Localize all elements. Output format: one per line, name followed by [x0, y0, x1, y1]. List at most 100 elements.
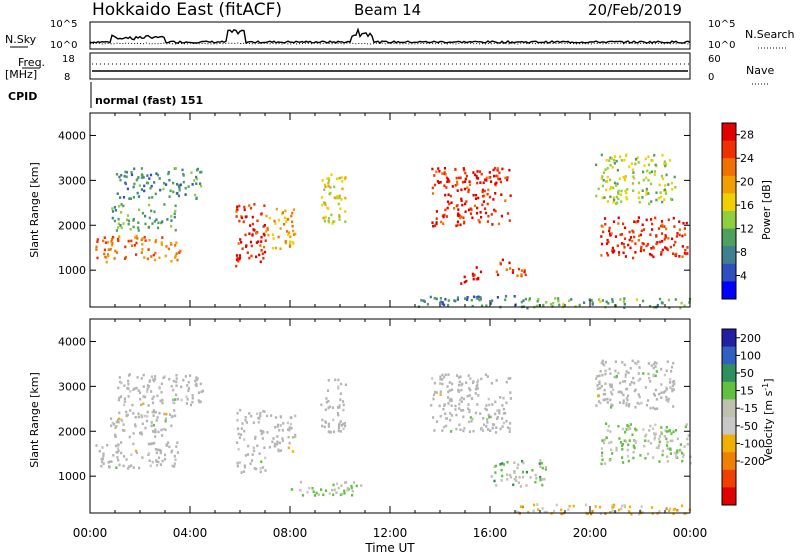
range-gate-cell: [324, 420, 327, 423]
range-gate-cell: [177, 194, 181, 198]
radar-title: Hokkaido East (fitACF): [92, 0, 282, 20]
range-gate-cell: [652, 362, 655, 366]
range-gate-cell: [488, 195, 492, 199]
range-gate-cell: [609, 187, 612, 191]
range-gate-cell: [679, 306, 682, 310]
range-gate-cell: [648, 202, 651, 206]
range-gate-cell: [627, 425, 630, 428]
range-gate-cell: [485, 408, 488, 412]
range-gate-cell: [124, 255, 127, 259]
time-axis-title: Time UT: [364, 541, 415, 554]
range-gate-cell: [439, 378, 442, 381]
range-gate-cell: [477, 219, 480, 222]
range-gate-cell: [328, 179, 331, 182]
range-gate-cell: [171, 398, 175, 402]
range-gate-cell: [539, 478, 542, 482]
range-gate-cell: [441, 172, 444, 175]
range-gate-cell: [598, 380, 601, 384]
range-gate-cell: [434, 224, 437, 228]
range-gate-cell: [286, 421, 289, 425]
range-gate-cell: [511, 271, 514, 274]
range-gate-cell: [638, 395, 641, 399]
range-gate-cell: [500, 193, 503, 196]
range-gate-cell: [155, 419, 158, 422]
range-gate-cell: [647, 179, 650, 182]
range-gate-cell: [494, 400, 497, 404]
range-gate-cell: [279, 227, 282, 230]
range-gate-cell: [659, 191, 662, 194]
range-gate-cell: [187, 387, 190, 390]
range-gate-cell: [552, 301, 555, 305]
range-gate-cell: [152, 395, 155, 399]
range-gate-cell: [476, 181, 479, 185]
range-gate-cell: [458, 402, 461, 406]
range-gate-cell: [625, 191, 628, 195]
range-gate-cell: [644, 439, 647, 442]
range-gate-cell: [433, 381, 436, 385]
range-gate-cell: [671, 380, 674, 384]
range-gate-cell: [663, 435, 666, 438]
range-gate-cell: [160, 390, 163, 394]
range-gate-cell: [601, 175, 604, 178]
range-gate-cell: [135, 178, 138, 182]
range-gate-cell: [338, 422, 341, 426]
range-gate-cell: [159, 463, 162, 466]
range-gate-cell: [122, 196, 126, 199]
range-gate-cell: [239, 238, 242, 241]
range-gate-cell: [157, 460, 160, 464]
range-gate-cell: [137, 229, 140, 232]
range-gate-cell: [167, 171, 170, 174]
range-gate-cell: [176, 397, 179, 401]
range-gate-cell: [346, 489, 349, 492]
cpid-value: normal (fast) 151: [95, 94, 203, 107]
range-gate-cell: [134, 423, 137, 426]
range-gate-cell: [172, 401, 175, 405]
range-gate-cell: [332, 483, 335, 487]
range-gate-cell: [460, 197, 463, 201]
range-gate-cell: [461, 382, 464, 386]
range-gate-cell: [164, 254, 167, 258]
nsky-trace: [89, 27, 691, 44]
range-gate-cell: [197, 399, 200, 402]
colorbar-tick-label: 16: [740, 199, 754, 212]
range-gate-cell: [461, 203, 464, 207]
range-gate-cell: [140, 415, 143, 419]
range-gate-cell: [336, 412, 340, 415]
range-gate-cell: [152, 410, 156, 414]
range-gate-cell: [109, 460, 112, 463]
range-gate-cell: [640, 505, 643, 508]
range-gate-cell: [117, 237, 120, 241]
range-gate-cell: [291, 225, 294, 228]
range-gate-cell: [237, 432, 240, 436]
range-gate-cell: [148, 452, 151, 455]
range-gate-cell: [287, 218, 290, 221]
range-gate-cell: [483, 423, 486, 426]
range-gate-cell: [337, 425, 341, 429]
range-gate-cell: [336, 196, 339, 200]
range-gate-cell: [515, 479, 518, 482]
range-gate-cell: [127, 387, 130, 390]
range-gate-cell: [658, 183, 661, 187]
range-gate-cell: [261, 430, 264, 434]
range-gate-cell: [142, 373, 145, 377]
range-gate-cell: [629, 246, 632, 250]
range-gate-cell: [658, 437, 661, 441]
range-gate-cell: [150, 424, 153, 428]
range-gate-cell: [613, 155, 617, 158]
range-gate-cell: [665, 507, 668, 510]
range-gate-cell: [320, 403, 323, 407]
range-gate-cell: [136, 191, 139, 195]
range-gate-cell: [146, 387, 149, 391]
range-gate-cell: [281, 439, 284, 442]
range-gate-cell: [278, 441, 281, 445]
range-gate-cell: [665, 444, 669, 447]
range-gate-cell: [113, 219, 116, 223]
range-gate-cell: [294, 232, 297, 236]
range-gate-cell: [328, 492, 331, 495]
range-gate-cell: [676, 449, 679, 453]
range-gate-cell: [274, 246, 278, 250]
range-gate-cell: [590, 512, 593, 516]
range-gate-cell: [626, 455, 630, 458]
range-gate-cell: [250, 414, 253, 418]
